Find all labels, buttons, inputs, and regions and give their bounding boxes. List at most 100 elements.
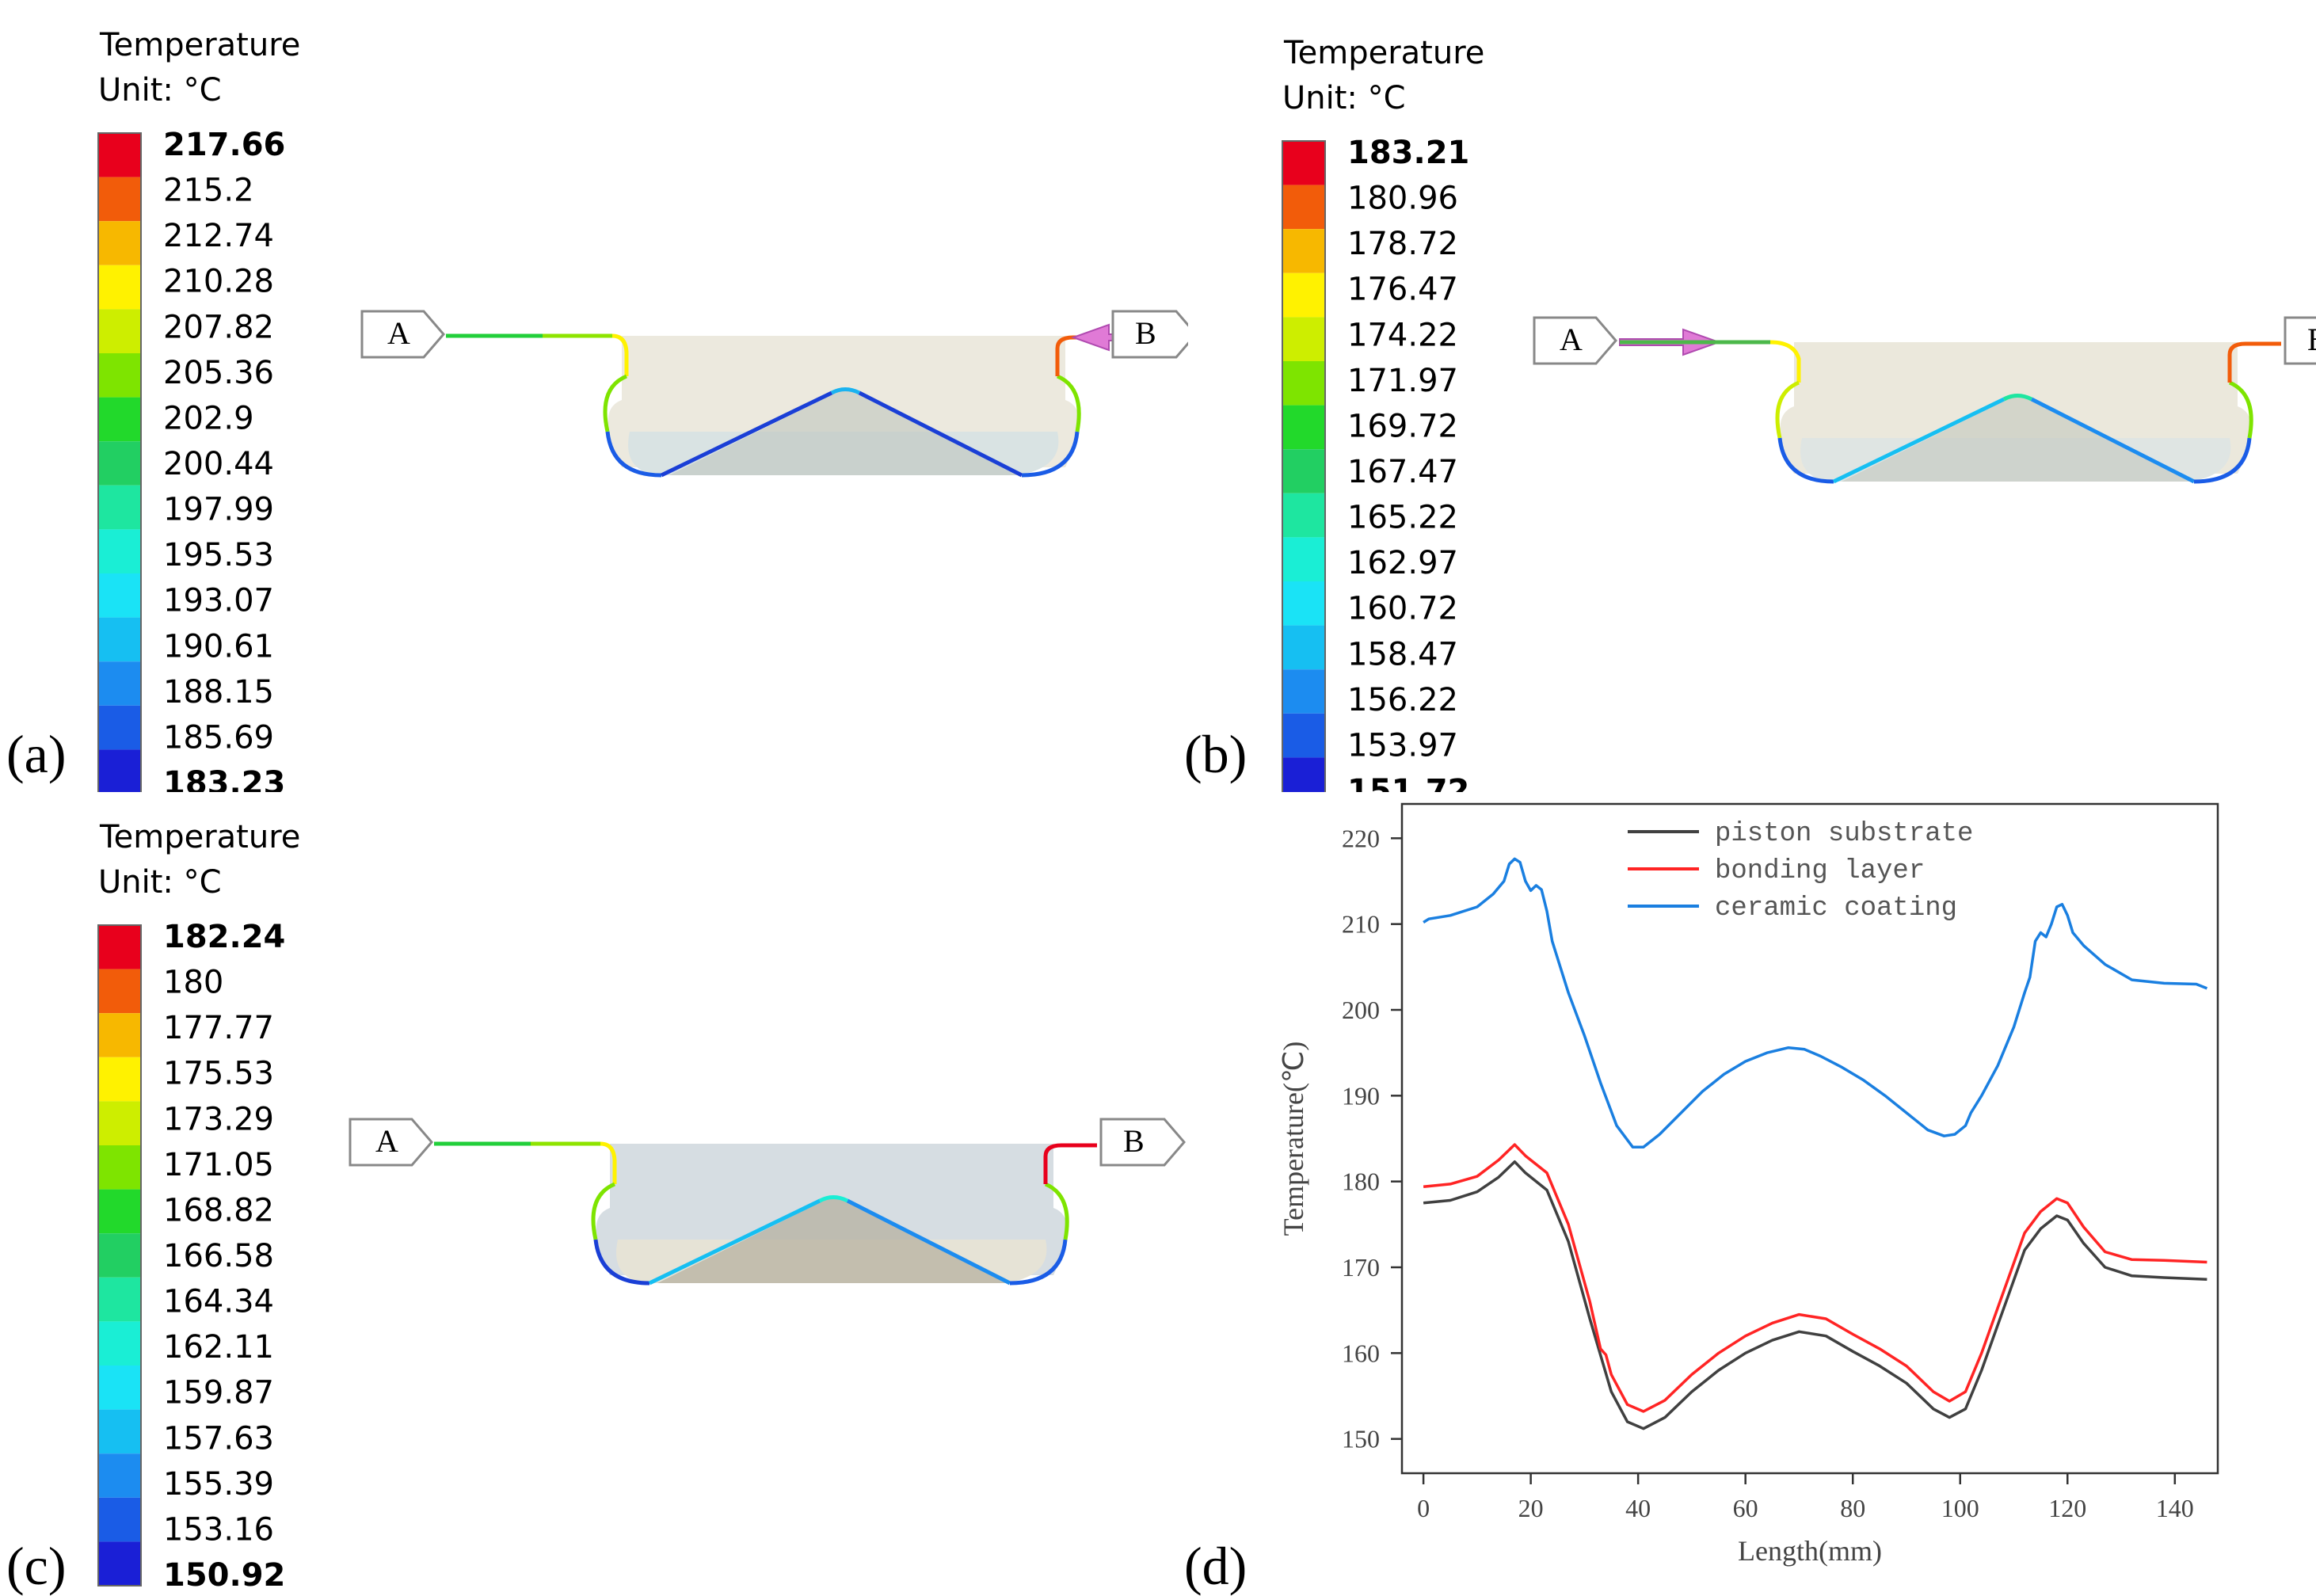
colorbar-tick-label: 185.69 <box>163 719 274 756</box>
colorbar-segment <box>98 1233 141 1278</box>
profile-line-left-bend <box>1769 340 1801 383</box>
colorbar-tick-label: 190.61 <box>163 628 274 665</box>
colorbar-segment <box>98 573 141 618</box>
piston-crown <box>657 1198 1006 1283</box>
point-a-marker-shape <box>360 310 445 359</box>
profile-line-crown-left <box>660 390 833 478</box>
profile-b: A B <box>1533 316 2316 484</box>
colorbar-tick-label: 178.72 <box>1347 226 1458 262</box>
panel-b: Temperature Unit: °C 183.21 180.96 178.72 176… <box>1184 35 2316 792</box>
colorbar-segment <box>1282 493 1325 538</box>
point-b-label: B <box>2307 322 2316 357</box>
legend-label: bonding layer <box>1715 856 1925 886</box>
colorbar-tick-label: 167.47 <box>1347 454 1458 490</box>
colorbar-segment <box>1282 229 1325 273</box>
colorbar-tick-label: 157.63 <box>163 1420 274 1457</box>
profile-a: A B <box>360 310 1188 478</box>
colorbar-tick-label: 182.24 <box>163 919 285 955</box>
panel-c: Temperature Unit: °C 182.24 180 177.77 175.53… <box>6 819 1186 1596</box>
x-tick-label: 0 <box>1417 1494 1430 1522</box>
point-b-marker-shape <box>1111 310 1188 359</box>
colorbar-segment <box>98 133 141 177</box>
colorbar-segment <box>98 1409 141 1454</box>
series-line-ceramic-coating <box>1423 857 2208 1149</box>
colorbar-c: Temperature Unit: °C 182.24 180 177.77 175.53… <box>97 819 300 1594</box>
colorbar-frame <box>1282 140 1326 792</box>
colorbar-tick-label: 155.39 <box>163 1466 274 1503</box>
colorbar-tick-label: 162.11 <box>163 1329 274 1366</box>
colorbar-unit: Unit: °C <box>98 72 222 109</box>
plot-frame <box>1400 802 2219 1475</box>
series-line-piston-substrate <box>1423 1160 2207 1430</box>
colorbar-tick-label: 166.58 <box>163 1238 274 1274</box>
colorbar-segment <box>98 265 141 310</box>
colorbar-title: Temperature <box>99 27 300 63</box>
colorbar-tick-label: 175.53 <box>163 1056 274 1092</box>
profile-line-left-bend <box>600 1141 617 1184</box>
colorbar-segment <box>1282 713 1325 758</box>
x-tick-label: 40 <box>1625 1494 1651 1522</box>
colorbar-tick-label: 151.72 <box>1347 773 1469 792</box>
colorbar-tick-label: 210.28 <box>163 264 274 300</box>
x-tick-label: 120 <box>2048 1494 2086 1522</box>
x-tick-label: 20 <box>1518 1494 1544 1522</box>
panel-label-c: (c) <box>6 1536 66 1596</box>
colorbar-tick-label: 177.77 <box>163 1010 274 1046</box>
y-tick-label: 210 <box>1342 910 1380 939</box>
colorbar-tick-label: 180.96 <box>1347 181 1458 217</box>
point-b-marker-shape <box>2284 316 2316 365</box>
point-b-marker-shape <box>1099 1118 1186 1167</box>
profile-line-left-bowl <box>591 1182 616 1240</box>
colorbar-segment <box>1282 625 1325 670</box>
colorbar-tick-label: 207.82 <box>163 309 274 345</box>
colorbar-tick-label: 183.21 <box>1347 135 1469 171</box>
colorbar-tick-label: 174.22 <box>1347 317 1458 353</box>
point-a-label: A <box>375 1123 398 1159</box>
legend-label: ceramic coating <box>1715 893 1957 924</box>
y-tick-label: 150 <box>1342 1425 1380 1453</box>
profile-line-crown-left <box>648 1198 821 1286</box>
legend-label: piston substrate <box>1715 819 1973 849</box>
colorbar-segment <box>98 749 141 792</box>
profile-c: A B <box>349 1118 1186 1286</box>
colorbar-tick-label: 150.92 <box>163 1557 285 1594</box>
panel-a: Temperature Unit: °C 217.66 215.2 212.74 210.… <box>6 27 1188 792</box>
colorbar-tick-label: 153.97 <box>1347 727 1458 764</box>
colorbar-segment <box>98 1453 141 1498</box>
profile-line-crown-top <box>818 1195 849 1203</box>
x-axis-label: Length(mm) <box>1738 1535 1882 1567</box>
colorbar-frame <box>97 924 142 1586</box>
colorbar-unit: Unit: °C <box>98 864 222 901</box>
colorbar-segment <box>98 661 141 706</box>
x-tick-label: 80 <box>1840 1494 1865 1522</box>
colorbar-segment <box>98 1189 141 1234</box>
piston-crown <box>1842 397 2190 482</box>
profile-line-right-bowl2 <box>1056 374 1081 432</box>
point-b-label: B <box>1123 1123 1145 1159</box>
colorbar-tick-label: 159.87 <box>163 1375 274 1411</box>
colorbar-segment <box>98 529 141 573</box>
colorbar-tick-label: 197.99 <box>163 492 274 528</box>
colorbar-segment <box>98 353 141 398</box>
colorbar-tick-label: 205.36 <box>163 355 274 391</box>
colorbar-segment <box>98 1321 141 1366</box>
colorbar-tick-label: 171.05 <box>163 1147 274 1183</box>
colorbar-segment <box>1282 361 1325 406</box>
colorbar-segment <box>98 1013 141 1057</box>
x-tick-label: 140 <box>2156 1494 2194 1522</box>
profile-line-left-bowl2 <box>605 431 662 478</box>
profile-line-left-bowl <box>1775 380 1800 439</box>
colorbar-segment <box>98 1497 141 1542</box>
panel-d: (d) 0 20 40 60 80 100 120 140 150 160 170 180 190 200… <box>1184 802 2219 1596</box>
colorbar-segment <box>98 969 141 1014</box>
colorbar-segment <box>1282 669 1325 714</box>
colorbar-segment <box>1282 581 1325 626</box>
profile-line-left-bowl <box>603 374 628 432</box>
x-tick-label: 60 <box>1733 1494 1758 1522</box>
colorbar-tick-label: 171.97 <box>1347 363 1458 399</box>
colorbar-segment <box>98 309 141 353</box>
colorbar-tick-label: 165.22 <box>1347 500 1458 536</box>
temperature-line-chart: 0 20 40 60 80 100 120 140 150 160 170 180 190 200 210 2… <box>1278 802 2219 1567</box>
colorbar-title: Temperature <box>99 819 300 855</box>
colorbar-segment <box>98 441 141 486</box>
